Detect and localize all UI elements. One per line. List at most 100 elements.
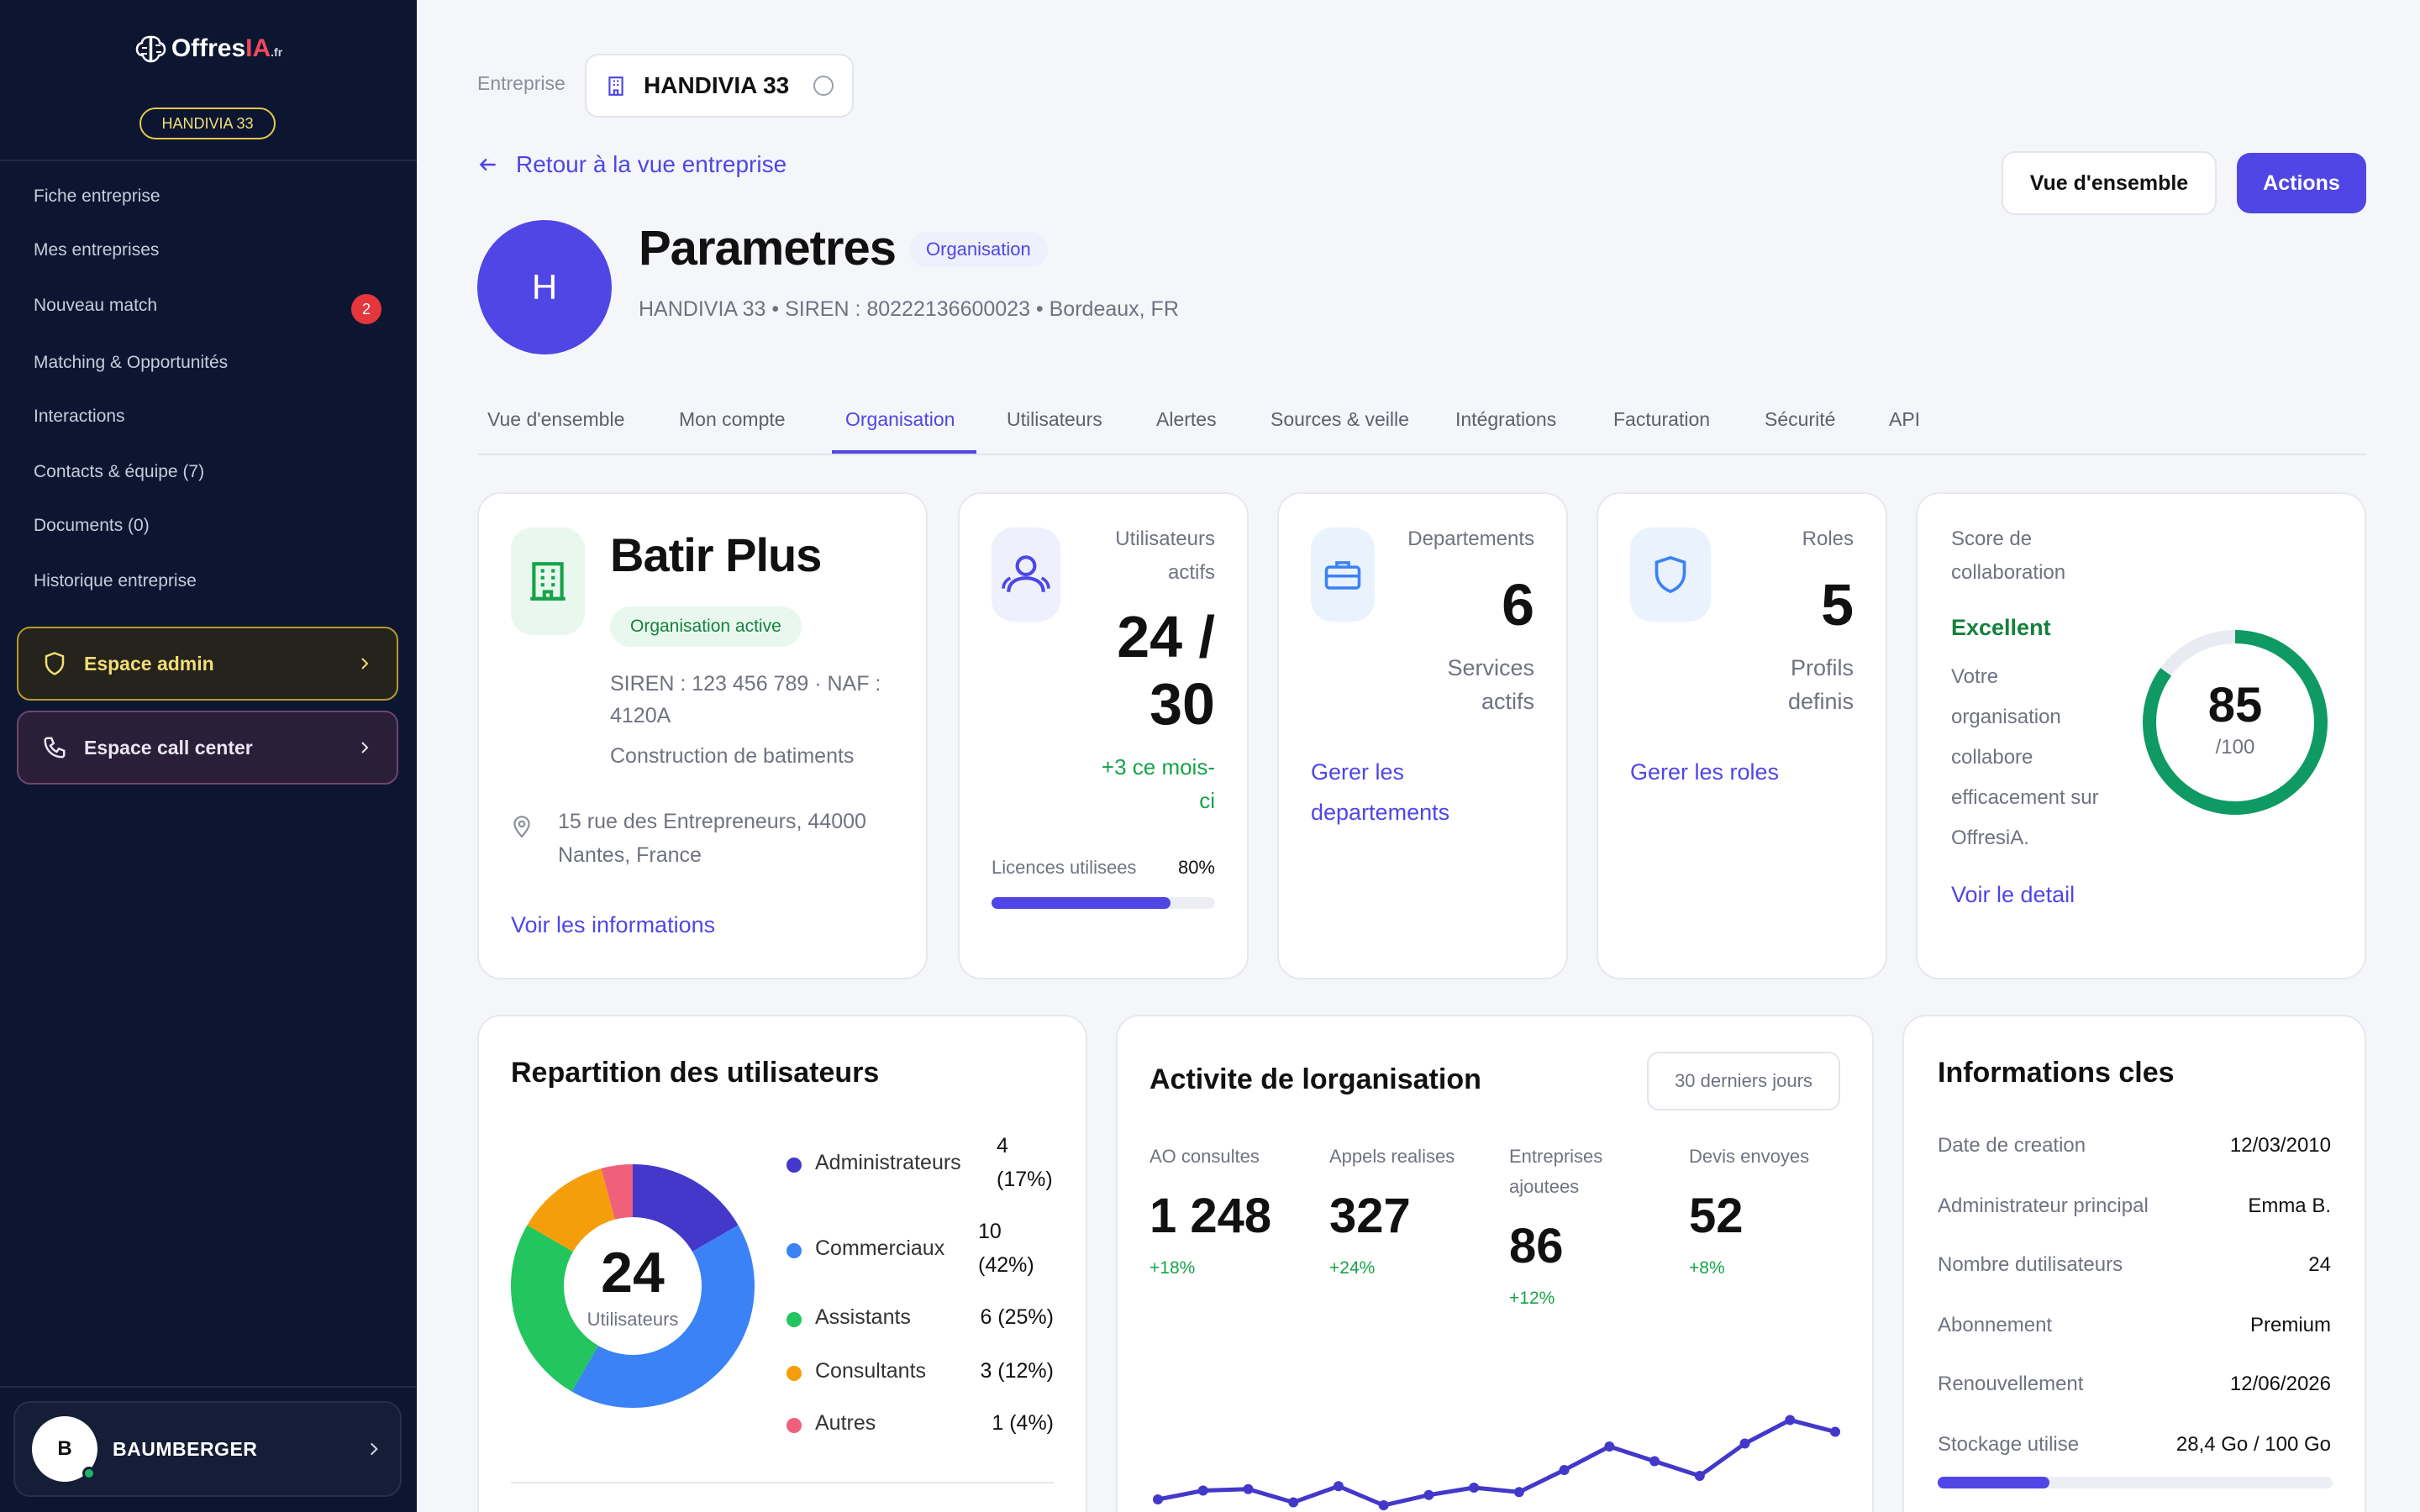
company-badge: HANDIVIA 33: [139, 108, 276, 139]
org-naf: 4120A: [610, 704, 671, 727]
departments-card: Departements 6 Services actifs Gerer les…: [1277, 492, 1568, 979]
call-center-space-button[interactable]: Espace call center: [17, 711, 398, 785]
legend-pct-commerciaux: (42%): [978, 1253, 1034, 1277]
active-tab-indicator: [832, 450, 976, 454]
sidebar: OffresIA.fr HANDIVIA 33 Fiche entreprise…: [0, 0, 417, 1512]
tab-sources-veille[interactable]: Sources & veille: [1270, 408, 1409, 430]
tab-utilisateurs[interactable]: Utilisateurs: [1007, 408, 1102, 430]
licences-percent: 80%: [1177, 857, 1215, 878]
tab-mon-compte[interactable]: Mon compte: [679, 408, 786, 430]
activity-title: Activite de lorganisation: [1150, 1063, 1481, 1095]
score-label-line1: Score de: [1951, 528, 2033, 550]
distribution-title: Repartition des utilisateurs: [511, 1057, 880, 1089]
score-gauge-arc: [2143, 630, 2328, 815]
activity-point-2: [1243, 1483, 1254, 1494]
users-count-line2: 30: [1150, 671, 1215, 737]
collaboration-score-card: Score de collaboration Excellent Votre o…: [1916, 492, 2366, 979]
donut-total-label: Utilisateurs: [587, 1309, 679, 1330]
page-title: Parametres: [639, 221, 897, 276]
departments-sub-line2: actifs: [1481, 689, 1534, 714]
departments-count: 6: [1502, 572, 1534, 638]
activity-point-1: [1197, 1485, 1208, 1496]
chevron-right-icon: [361, 658, 369, 669]
company-selector[interactable]: HANDIVIA 33: [585, 54, 854, 118]
info-row-renewal: Renouvellement 12/06/2026: [1938, 1373, 2331, 1406]
manage-departments-link-line1[interactable]: Gerer les: [1311, 759, 1405, 785]
tab-facturation[interactable]: Facturation: [1613, 408, 1711, 430]
activity-point-12: [1694, 1471, 1705, 1481]
tab-vue-ensemble[interactable]: Vue d'ensemble: [487, 408, 625, 430]
briefcase-icon: [1324, 561, 1361, 590]
users-label-line1: Utilisateurs: [1115, 528, 1215, 550]
kpi-quotes-delta: +8%: [1689, 1258, 1725, 1278]
departments-sub-line1: Services: [1447, 655, 1534, 680]
users-icon-box: [992, 528, 1060, 622]
tab-securite[interactable]: Sécurité: [1765, 408, 1836, 430]
info-label: Renouvellement: [1938, 1373, 2084, 1395]
active-users-card: Utilisateurs actifs 24 / 30 +3 ce mois- …: [958, 492, 1249, 979]
org-icon-box: [511, 528, 585, 635]
brand-suffix: .fr: [271, 45, 283, 59]
donut-segment-assistants: [511, 1225, 598, 1392]
main-content: Entreprise HANDIVIA 33 Retour à la vue e…: [417, 0, 2420, 1512]
brand-logo[interactable]: OffresIA.fr: [0, 34, 417, 66]
manage-roles-link[interactable]: Gerer les roles: [1630, 759, 1780, 785]
sidebar-item-fiche-entreprise[interactable]: Fiche entreprise: [34, 186, 160, 206]
sidebar-item-nouveau-match[interactable]: Nouveau match: [34, 296, 158, 315]
org-status-badge: Organisation active: [610, 606, 802, 647]
user-menu[interactable]: B BAUMBERGER: [13, 1401, 402, 1497]
view-detail-link[interactable]: Voir le detail: [1951, 882, 2075, 907]
sidebar-item-matching[interactable]: Matching & Opportunités: [34, 353, 229, 372]
info-row-subscription: Abonnement Premium: [1938, 1314, 2331, 1347]
kpi-companies-delta: +12%: [1509, 1289, 1555, 1308]
legend-dot-administrateurs: [786, 1158, 802, 1173]
sidebar-item-contacts[interactable]: Contacts & équipe (7): [34, 462, 205, 481]
sidebar-item-interactions[interactable]: Interactions: [34, 407, 125, 426]
score-gauge: [2143, 630, 2328, 815]
online-status-dot: [82, 1467, 96, 1480]
kpi-companies-label-line2: ajoutees: [1509, 1176, 1580, 1197]
org-name: Batir Plus: [610, 528, 822, 581]
card-divider: [511, 1482, 1054, 1483]
activity-point-14: [1785, 1415, 1796, 1425]
tab-api[interactable]: API: [1889, 408, 1921, 430]
distribution-donut-chart: [511, 1164, 755, 1408]
licences-progress-fill: [992, 897, 1171, 909]
sidebar-item-mes-entreprises[interactable]: Mes entreprises: [34, 240, 160, 260]
legend-label-consultants: Consultants: [815, 1359, 927, 1383]
phone-icon: [44, 737, 66, 759]
back-to-company-link[interactable]: Retour à la vue entreprise: [477, 151, 786, 178]
legend-value-commerciaux: 10: [978, 1220, 1002, 1243]
donut-segment-administrateurs: [633, 1164, 739, 1252]
donut-segment-autres: [601, 1164, 633, 1220]
info-value: 28,4 Go / 100 Go: [2175, 1433, 2331, 1456]
manage-departments-link-line2[interactable]: departements: [1311, 800, 1450, 825]
activity-point-4: [1333, 1481, 1344, 1492]
company-avatar: H: [477, 220, 612, 354]
sidebar-item-documents[interactable]: Documents (0): [34, 516, 150, 535]
page-subtitle: HANDIVIA 33 • SIREN : 80222136600023 • B…: [639, 297, 1179, 321]
departments-icon-box: [1311, 528, 1375, 622]
donut-segment-commerciaux: [571, 1225, 755, 1408]
period-selector[interactable]: 30 derniers jours: [1647, 1052, 1840, 1110]
roles-card: Roles 5 Profils definis Gerer les roles: [1597, 492, 1887, 979]
activity-point-5: [1378, 1500, 1389, 1510]
activity-point-15: [1830, 1426, 1840, 1437]
tab-integrations[interactable]: Intégrations: [1455, 408, 1557, 430]
admin-space-button[interactable]: Espace admin: [17, 627, 398, 701]
activity-point-9: [1559, 1465, 1570, 1475]
title-badge: Organisation: [909, 232, 1048, 267]
sidebar-divider: [0, 1386, 417, 1388]
overview-button[interactable]: Vue d'ensemble: [2002, 151, 2217, 215]
tab-alertes[interactable]: Alertes: [1156, 408, 1217, 430]
score-desc-line5: OffresiA.: [1951, 827, 2029, 849]
tab-organisation[interactable]: Organisation: [845, 408, 955, 430]
actions-button[interactable]: Actions: [2237, 153, 2366, 213]
info-value: 12/06/2026: [2229, 1373, 2331, 1395]
sidebar-item-historique[interactable]: Historique entreprise: [34, 571, 197, 591]
org-activity: Construction de batiments: [610, 744, 855, 768]
activity-point-7: [1469, 1483, 1480, 1493]
building-icon: [530, 562, 566, 601]
view-info-link[interactable]: Voir les informations: [511, 912, 716, 937]
sidebar-divider: [0, 160, 417, 161]
